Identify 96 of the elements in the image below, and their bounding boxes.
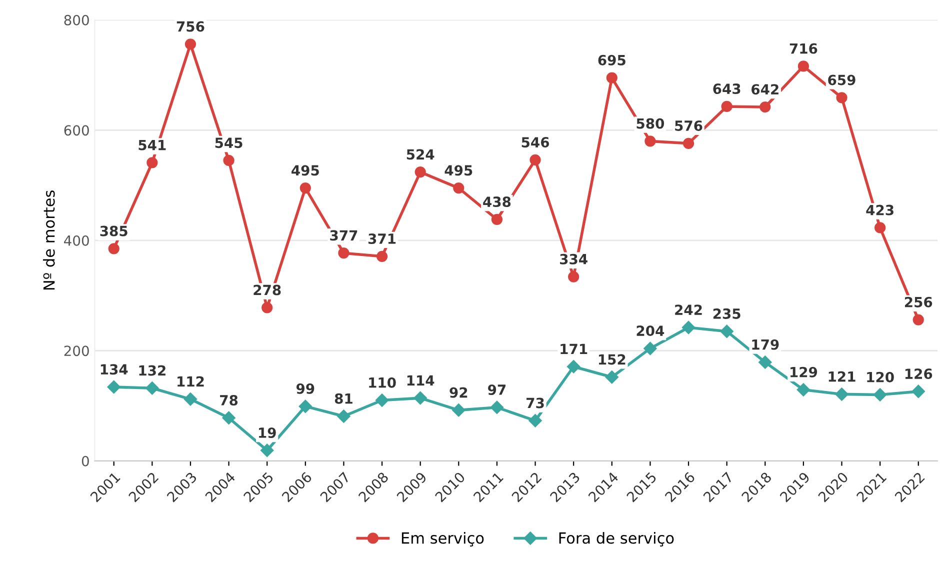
point — [568, 271, 580, 282]
point — [452, 404, 466, 417]
point — [300, 182, 311, 194]
data-label: 110 — [369, 377, 396, 388]
data-label: 695 — [598, 54, 626, 66]
data-label: 256 — [904, 296, 932, 308]
point — [798, 60, 809, 72]
y-axis-title: Nº de mortes — [42, 190, 55, 290]
data-label: 132 — [139, 365, 166, 376]
data-label: 99 — [296, 383, 314, 394]
point — [682, 138, 694, 149]
data-label: 121 — [828, 371, 856, 382]
data-label: 114 — [407, 375, 434, 386]
point — [146, 382, 159, 395]
point — [260, 444, 274, 458]
point — [376, 250, 388, 262]
data-label: 134 — [100, 364, 128, 375]
data-label: 92 — [450, 387, 468, 398]
data-label: 423 — [866, 204, 894, 216]
data-label: 204 — [636, 326, 664, 336]
point — [873, 388, 887, 402]
point — [108, 243, 120, 254]
data-label: 81 — [334, 393, 352, 404]
point — [184, 38, 196, 50]
point — [453, 182, 464, 194]
point — [760, 101, 771, 113]
point — [796, 383, 810, 396]
point — [530, 154, 541, 166]
point — [414, 391, 427, 405]
data-label: 576 — [675, 120, 702, 131]
point — [184, 392, 198, 406]
point — [644, 342, 657, 356]
point — [375, 394, 389, 407]
point — [146, 157, 158, 168]
point — [912, 314, 924, 326]
point — [835, 388, 848, 401]
point — [644, 136, 656, 147]
data-label: 120 — [867, 372, 894, 382]
point — [222, 411, 236, 424]
point — [874, 222, 886, 234]
point — [721, 100, 732, 112]
point — [605, 370, 618, 384]
data-label: 19 — [259, 428, 276, 438]
data-label: 438 — [483, 196, 511, 208]
data-label: 78 — [220, 394, 238, 406]
data-label: 278 — [254, 284, 281, 296]
point — [223, 154, 234, 166]
data-label: 97 — [488, 384, 506, 396]
data-label: 642 — [752, 84, 778, 95]
legend-label: Em serviço — [402, 532, 484, 547]
point — [491, 214, 503, 226]
point — [107, 380, 120, 394]
data-label: 643 — [713, 84, 740, 94]
point — [758, 356, 772, 369]
y-tick-label: 200 — [64, 346, 89, 356]
point — [298, 400, 312, 413]
data-label: 541 — [138, 140, 166, 150]
point — [836, 92, 848, 104]
legend-label: Fora de serviço — [559, 532, 674, 547]
point — [682, 320, 696, 334]
data-label: 112 — [178, 376, 204, 387]
data-label: 152 — [598, 354, 626, 365]
data-label: 716 — [790, 43, 818, 54]
data-label: 371 — [368, 233, 396, 244]
data-label: 171 — [560, 344, 588, 354]
point — [414, 166, 426, 178]
data-label: 495 — [444, 165, 472, 176]
y-tick-label: 0 — [82, 456, 89, 466]
point — [606, 72, 618, 84]
data-label: 73 — [526, 398, 544, 408]
data-label: 580 — [636, 118, 664, 129]
y-tick-label: 400 — [64, 235, 89, 246]
point — [566, 360, 580, 374]
data-label: 179 — [752, 339, 779, 350]
data-label: 126 — [905, 368, 932, 380]
data-label: 377 — [330, 230, 358, 241]
point — [338, 248, 350, 259]
point — [720, 324, 734, 338]
point — [912, 384, 925, 398]
data-label: 495 — [292, 165, 319, 176]
data-label: 545 — [215, 138, 242, 148]
point — [490, 400, 504, 414]
data-label: 242 — [675, 304, 702, 315]
data-label: 385 — [100, 226, 128, 236]
y-tick-label: 800 — [64, 14, 89, 26]
point — [528, 414, 542, 428]
point — [262, 302, 273, 314]
data-label: 129 — [790, 366, 818, 378]
data-label: 334 — [560, 254, 588, 264]
data-label: 659 — [828, 74, 856, 86]
data-label: 235 — [713, 308, 740, 319]
data-label: 546 — [522, 137, 550, 148]
y-tick-label: 600 — [64, 125, 89, 136]
data-label: 524 — [406, 149, 434, 160]
data-label: 756 — [176, 21, 204, 32]
point — [337, 410, 350, 423]
